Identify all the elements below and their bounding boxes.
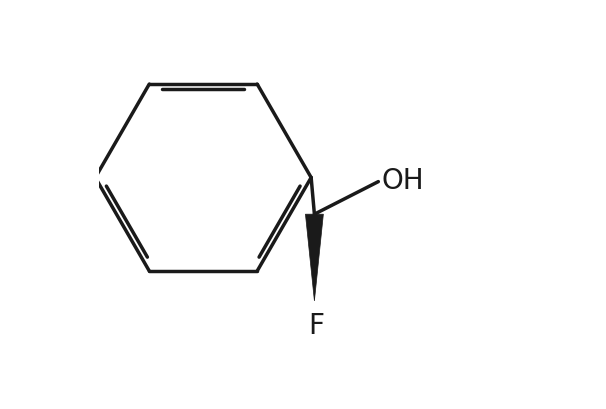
Polygon shape — [305, 215, 324, 301]
Text: OH: OH — [382, 166, 424, 194]
Text: F: F — [308, 311, 324, 339]
